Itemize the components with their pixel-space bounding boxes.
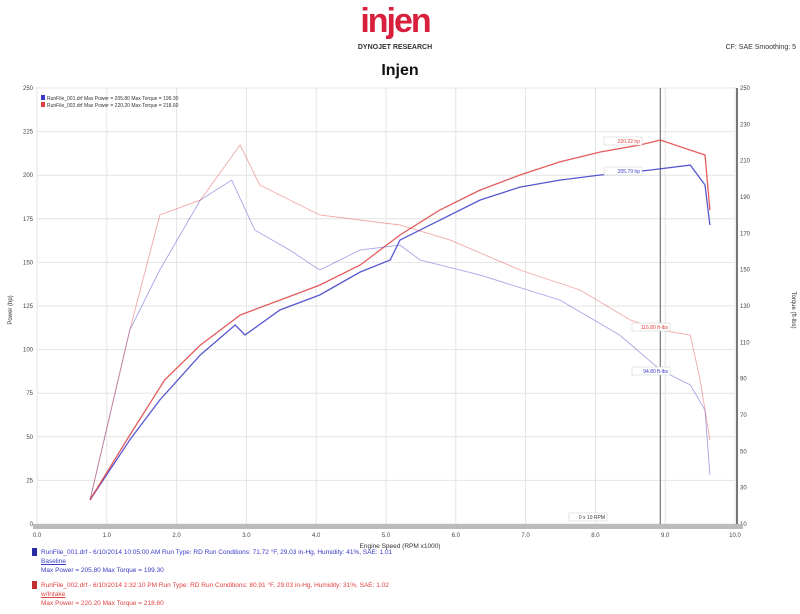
- y2-tick-label: 130: [740, 304, 751, 310]
- legend-line2[interactable]: Baseline: [41, 558, 66, 565]
- x-tick-label: 5.0: [382, 533, 391, 539]
- y-tick-label: 25: [26, 478, 33, 484]
- top-legend-label: RunFile_002.drf Max Power = 220.20 Max T…: [47, 103, 179, 109]
- legend-line1: RunFile_002.drf - 6/10/2014 2:32:10 PM R…: [41, 582, 389, 589]
- y-tick-label: 125: [23, 304, 34, 310]
- y-tick-label: 200: [23, 173, 34, 179]
- x-tick-label: 3.0: [242, 533, 251, 539]
- y-axis-label: Power (hp): [8, 295, 14, 324]
- correction-info: CF: SAE Smoothing: 5: [725, 44, 796, 51]
- annotation-box: [603, 136, 643, 146]
- red-torque-line: [89, 144, 711, 501]
- legend-swatch-blue: [32, 548, 37, 557]
- x-tick-label: 9.0: [661, 533, 670, 539]
- dynojet-subtitle: DYNOJET RESEARCH: [357, 44, 433, 51]
- y2-tick-label: 170: [740, 231, 751, 237]
- y-tick-label: 100: [23, 348, 34, 354]
- top-legend-swatch: [41, 95, 45, 100]
- annotation-box: [568, 512, 608, 522]
- y-tick-label: 150: [23, 260, 34, 266]
- y2-tick-label: 190: [740, 195, 751, 201]
- annotation-box: [603, 166, 643, 176]
- x-tick-label: 10.0: [729, 533, 741, 539]
- top-legend-label: RunFile_001.drf Max Power = 205.80 Max T…: [47, 96, 179, 102]
- injen-logo: injen: [360, 2, 431, 40]
- y2-tick-label: 70: [740, 413, 747, 419]
- x-tick-label: 2.0: [172, 533, 181, 539]
- y-tick-label: 175: [23, 217, 34, 223]
- x-tick-label: 0.0: [33, 533, 42, 539]
- y2-tick-label: 110: [740, 340, 750, 346]
- x-tick-label: 8.0: [591, 533, 600, 539]
- legend-run-1: RunFile_001.drf - 6/10/2014 10:05:00 AM …: [32, 548, 392, 575]
- y2-tick-label: 150: [740, 268, 751, 274]
- top-legend-swatch: [41, 102, 45, 107]
- y2-tick-label: 250: [740, 86, 751, 92]
- x-tick-label: 1.0: [103, 533, 112, 539]
- annotation-box: [631, 322, 671, 332]
- legend-line3: Max Power = 205.80 Max Torque = 199.30: [41, 567, 164, 574]
- y-tick-label: 50: [26, 435, 33, 441]
- y-tick-label: 75: [26, 391, 33, 397]
- legend-run-2: RunFile_002.drf - 6/10/2014 2:32:10 PM R…: [32, 581, 389, 608]
- y-tick-label: 0: [30, 522, 34, 528]
- annotation-label: 94.80 ft-lbs: [643, 369, 668, 375]
- y2-axis-label: Torque (ft-lbs): [790, 291, 796, 328]
- x-tick-label: 4.0: [312, 533, 321, 539]
- y-tick-label: 250: [23, 86, 34, 92]
- x-tick-label: 7.0: [521, 533, 530, 539]
- y2-tick-label: 10: [740, 522, 747, 528]
- annotation-box: [631, 366, 671, 376]
- x-axis-label: Engine Speed (RPM x1000): [360, 543, 441, 550]
- legend-line3: Max Power = 220.20 Max Torque = 218.60: [41, 600, 164, 607]
- annotation-label: 205.79 hp: [618, 169, 640, 175]
- x-tick-label: 6.0: [452, 533, 461, 539]
- annotation-label: 0 x 10 RPM: [579, 515, 605, 521]
- annotation-label: 220.22 hp: [618, 139, 640, 145]
- y2-tick-label: 230: [740, 122, 751, 128]
- y2-tick-label: 30: [740, 486, 747, 492]
- red-power-line: [89, 139, 711, 501]
- y2-tick-label: 50: [740, 449, 747, 455]
- legend-line1: RunFile_001.drf - 6/10/2014 10:05:00 AM …: [41, 549, 393, 556]
- annotation-label: 116.80 ft-lbs: [641, 325, 669, 331]
- y2-tick-label: 90: [740, 377, 747, 383]
- chart-title: Injen: [381, 62, 419, 79]
- legend-line2[interactable]: w/Intake: [41, 591, 66, 598]
- x-axis-bar: [33, 524, 743, 529]
- y-tick-label: 225: [23, 130, 34, 136]
- legend-swatch-red: [32, 581, 37, 590]
- y2-tick-label: 210: [740, 159, 751, 165]
